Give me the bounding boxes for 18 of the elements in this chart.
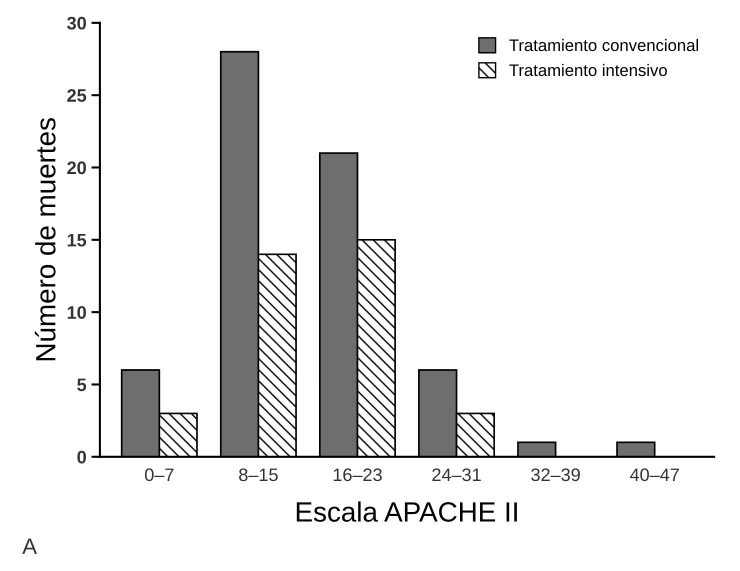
legend-label: Tratamiento convencional [509, 38, 698, 52]
y-tick-label: 10 [68, 306, 86, 319]
x-tick-label: 24–31 [432, 468, 481, 482]
y-tick-label: 25 [67, 89, 86, 102]
y-axis-title: Número de muertes [34, 118, 56, 360]
y-tick-label: 30 [67, 16, 86, 30]
y-tick-label: 0 [77, 450, 86, 464]
x-tick-label: 8–15 [239, 468, 278, 482]
legend-label: Tratamiento intensivo [509, 64, 667, 76]
y-tick-label: 20 [67, 161, 86, 174]
x-axis-title: Escala APACHE II [296, 501, 517, 522]
text: A [22, 538, 37, 554]
x-tick-label: 0–7 [144, 468, 174, 482]
y-tick-label: 15 [68, 234, 86, 247]
x-tick-label: 32–39 [531, 468, 580, 482]
x-tick-label: 16–23 [334, 468, 382, 482]
x-tick-label: 40–47 [630, 468, 679, 482]
y-tick-label: 5 [77, 378, 86, 392]
